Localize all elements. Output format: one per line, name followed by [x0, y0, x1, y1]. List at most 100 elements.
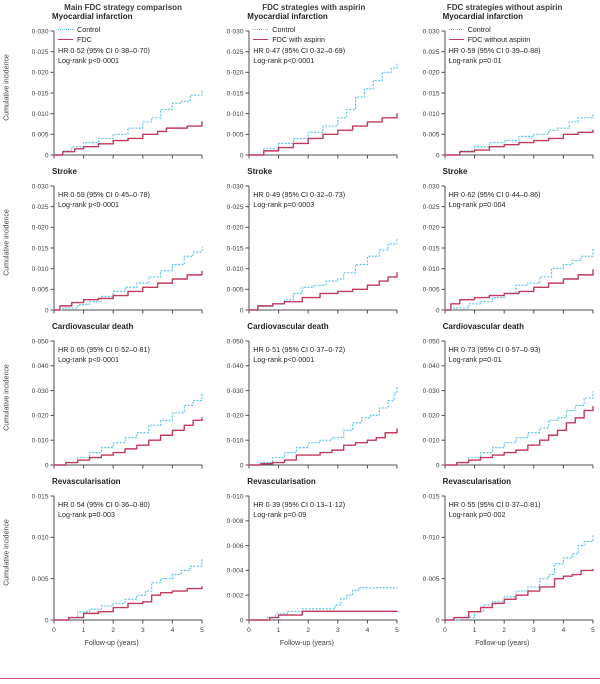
svg-text:0·020: 0·020	[422, 70, 439, 77]
svg-text:0·004: 0·004	[227, 568, 244, 575]
svg-text:0: 0	[45, 462, 49, 469]
svg-text:0·005: 0·005	[422, 576, 439, 583]
svg-text:0·020: 0·020	[227, 70, 244, 77]
svg-text:0·015: 0·015	[32, 90, 49, 97]
panel-revasc-aspirin: Revascularisation 0 0·002 0·004 0·006 0·008 0…	[209, 477, 404, 646]
column-header-with-aspirin: FDC strategies with aspirin	[262, 3, 366, 12]
x-axis-label: Follow-up (years)	[279, 640, 334, 647]
svg-text:0·030: 0·030	[32, 183, 49, 190]
svg-text:0: 0	[240, 152, 244, 159]
panel-title: Cardiovascular death	[442, 322, 524, 331]
y-axis-label: Cumulative incidence	[3, 364, 11, 431]
svg-text:0·025: 0·025	[227, 204, 244, 211]
svg-text:0·002: 0·002	[227, 593, 244, 600]
panel-revasc-main: Revascularisation 0 0·005 0·010 0·015 0 1 2 3 4 5…	[14, 477, 209, 646]
footer-rule	[0, 677, 600, 679]
panel-title: Stroke	[247, 167, 273, 176]
svg-text:0·030: 0·030	[227, 388, 244, 395]
panel-stroke-noaspirin: Stroke 0 0·005 0·010 0·015 0·020 0·025 0·030 H…	[405, 167, 600, 322]
svg-text:0: 0	[240, 307, 244, 314]
panel-title: Myocardial infarction	[247, 12, 328, 21]
panel-title: Stroke	[52, 167, 77, 176]
svg-text:0·030: 0·030	[227, 183, 244, 190]
svg-text:0·010: 0·010	[32, 438, 49, 445]
svg-text:0·040: 0·040	[422, 363, 439, 370]
panel-stroke-aspirin: Stroke 0 0·005 0·010 0·015 0·020 0·025 0·030 H…	[209, 167, 404, 322]
svg-text:0·020: 0·020	[422, 413, 439, 420]
svg-text:0·005: 0·005	[32, 132, 49, 139]
svg-text:0: 0	[45, 307, 49, 314]
panel-title: Cardiovascular death	[247, 322, 329, 331]
svg-text:0: 0	[240, 617, 244, 624]
panel-mi-noaspirin: Myocardial infarction 0 0·005 0·010 0·015 0·…	[405, 12, 600, 167]
svg-text:0·020: 0·020	[32, 70, 49, 77]
cvdeath-noaspirin-chart: 0 0·010 0·020 0·030 0·040 0·050	[422, 338, 594, 469]
svg-text:0·030: 0·030	[422, 183, 439, 190]
revasc-noaspirin-chart: 0 0·005 0·010 0·015 0 1 2 3 4 5	[422, 493, 595, 634]
panel-stroke-main: Stroke 0 0·005 0·010 0·015 0·020 0·025 0·030 H…	[14, 167, 209, 322]
svg-text:0·015: 0·015	[422, 245, 439, 252]
svg-text:4: 4	[366, 627, 370, 634]
svg-text:0·010: 0·010	[32, 266, 49, 273]
panel-revasc-noaspirin: Revascularisation 0 0·005 0·010 0·015 0 1 2 3 4 5…	[405, 477, 600, 646]
svg-text:3: 3	[336, 627, 340, 634]
svg-text:0·006: 0·006	[227, 543, 244, 550]
svg-text:0·050: 0·050	[422, 338, 439, 345]
panel-title: Cardiovascular death	[52, 322, 134, 331]
svg-text:0·005: 0·005	[32, 576, 49, 583]
row-revascularisation: Cumulative incidence Revascularisation 0…	[0, 477, 600, 646]
y-axis-label: Cumulative incidence	[3, 54, 11, 121]
row-stroke: Cumulative incidence Stroke 0 0·005 0·010 0…	[0, 167, 600, 322]
svg-text:2: 2	[307, 627, 311, 634]
column-headers: Main FDC strategy comparison FDC strateg…	[14, 3, 600, 12]
svg-text:0·030: 0·030	[422, 388, 439, 395]
svg-text:0·010: 0·010	[227, 438, 244, 445]
column-header-without-aspirin: FDC strategies without aspirin	[446, 3, 563, 12]
svg-text:0: 0	[435, 307, 439, 314]
svg-text:0·020: 0·020	[422, 225, 439, 232]
svg-text:0·050: 0·050	[32, 338, 49, 345]
svg-text:0·025: 0·025	[422, 204, 439, 211]
panel-title: Stroke	[442, 167, 468, 176]
svg-text:0·010: 0·010	[422, 111, 439, 118]
row-cardiovascular-death: Cumulative incidence Cardiovascular deat…	[0, 322, 600, 477]
svg-text:0·015: 0·015	[32, 493, 49, 500]
svg-text:0·030: 0·030	[32, 28, 49, 35]
svg-text:2: 2	[111, 627, 115, 634]
svg-text:0·025: 0·025	[32, 204, 49, 211]
svg-text:0·010: 0·010	[422, 438, 439, 445]
panel-cvdeath-aspirin: Cardiovascular death 0 0·010 0·020 0·030 0·0…	[209, 322, 404, 477]
svg-text:1: 1	[277, 627, 281, 634]
svg-text:0·040: 0·040	[32, 363, 49, 370]
svg-text:0·020: 0·020	[227, 225, 244, 232]
svg-text:0·015: 0·015	[32, 245, 49, 252]
svg-text:0·030: 0·030	[422, 28, 439, 35]
svg-text:0·030: 0·030	[32, 388, 49, 395]
svg-text:0·020: 0·020	[32, 225, 49, 232]
svg-text:1: 1	[472, 627, 476, 634]
revasc-main-chart: 0 0·005 0·010 0·015 0 1 2 3 4 5	[32, 493, 205, 634]
svg-text:0: 0	[443, 627, 447, 634]
svg-text:0: 0	[45, 152, 49, 159]
svg-text:2: 2	[502, 627, 506, 634]
stroke-main-chart: 0 0·005 0·010 0·015 0·020 0·025 0·030	[32, 183, 203, 314]
panel-title: Myocardial infarction	[52, 12, 133, 21]
cvdeath-aspirin-chart: 0 0·010 0·020 0·030 0·040 0·050	[227, 338, 398, 469]
svg-text:0·020: 0·020	[227, 413, 244, 420]
panel-mi-main: Myocardial infarction 0 0·005 0·010 0·015 0·…	[14, 12, 209, 167]
row-myocardial-infarction: Cumulative incidence Myocardial infarcti…	[0, 12, 600, 167]
mi-aspirin-chart: 0 0·005 0·010 0·015 0·020 0·025 0·030	[227, 28, 398, 159]
svg-text:0·020: 0·020	[32, 413, 49, 420]
svg-text:0·015: 0·015	[422, 90, 439, 97]
svg-text:0·005: 0·005	[422, 132, 439, 139]
revasc-aspirin-chart: 0 0·002 0·004 0·006 0·008 0·010 0 1 2 3 4 5	[227, 493, 400, 634]
svg-text:5: 5	[395, 627, 399, 634]
svg-text:0·040: 0·040	[227, 363, 244, 370]
svg-text:0: 0	[240, 462, 244, 469]
y-axis-label: Cumulative incidence	[3, 519, 11, 586]
svg-text:0: 0	[435, 617, 439, 624]
stroke-noaspirin-chart: 0 0·005 0·010 0·015 0·020 0·025 0·030	[422, 183, 594, 314]
panel-cvdeath-noaspirin: Cardiovascular death 0 0·010 0·020 0·030 0·0…	[405, 322, 600, 477]
panel-title: Myocardial infarction	[442, 12, 524, 21]
